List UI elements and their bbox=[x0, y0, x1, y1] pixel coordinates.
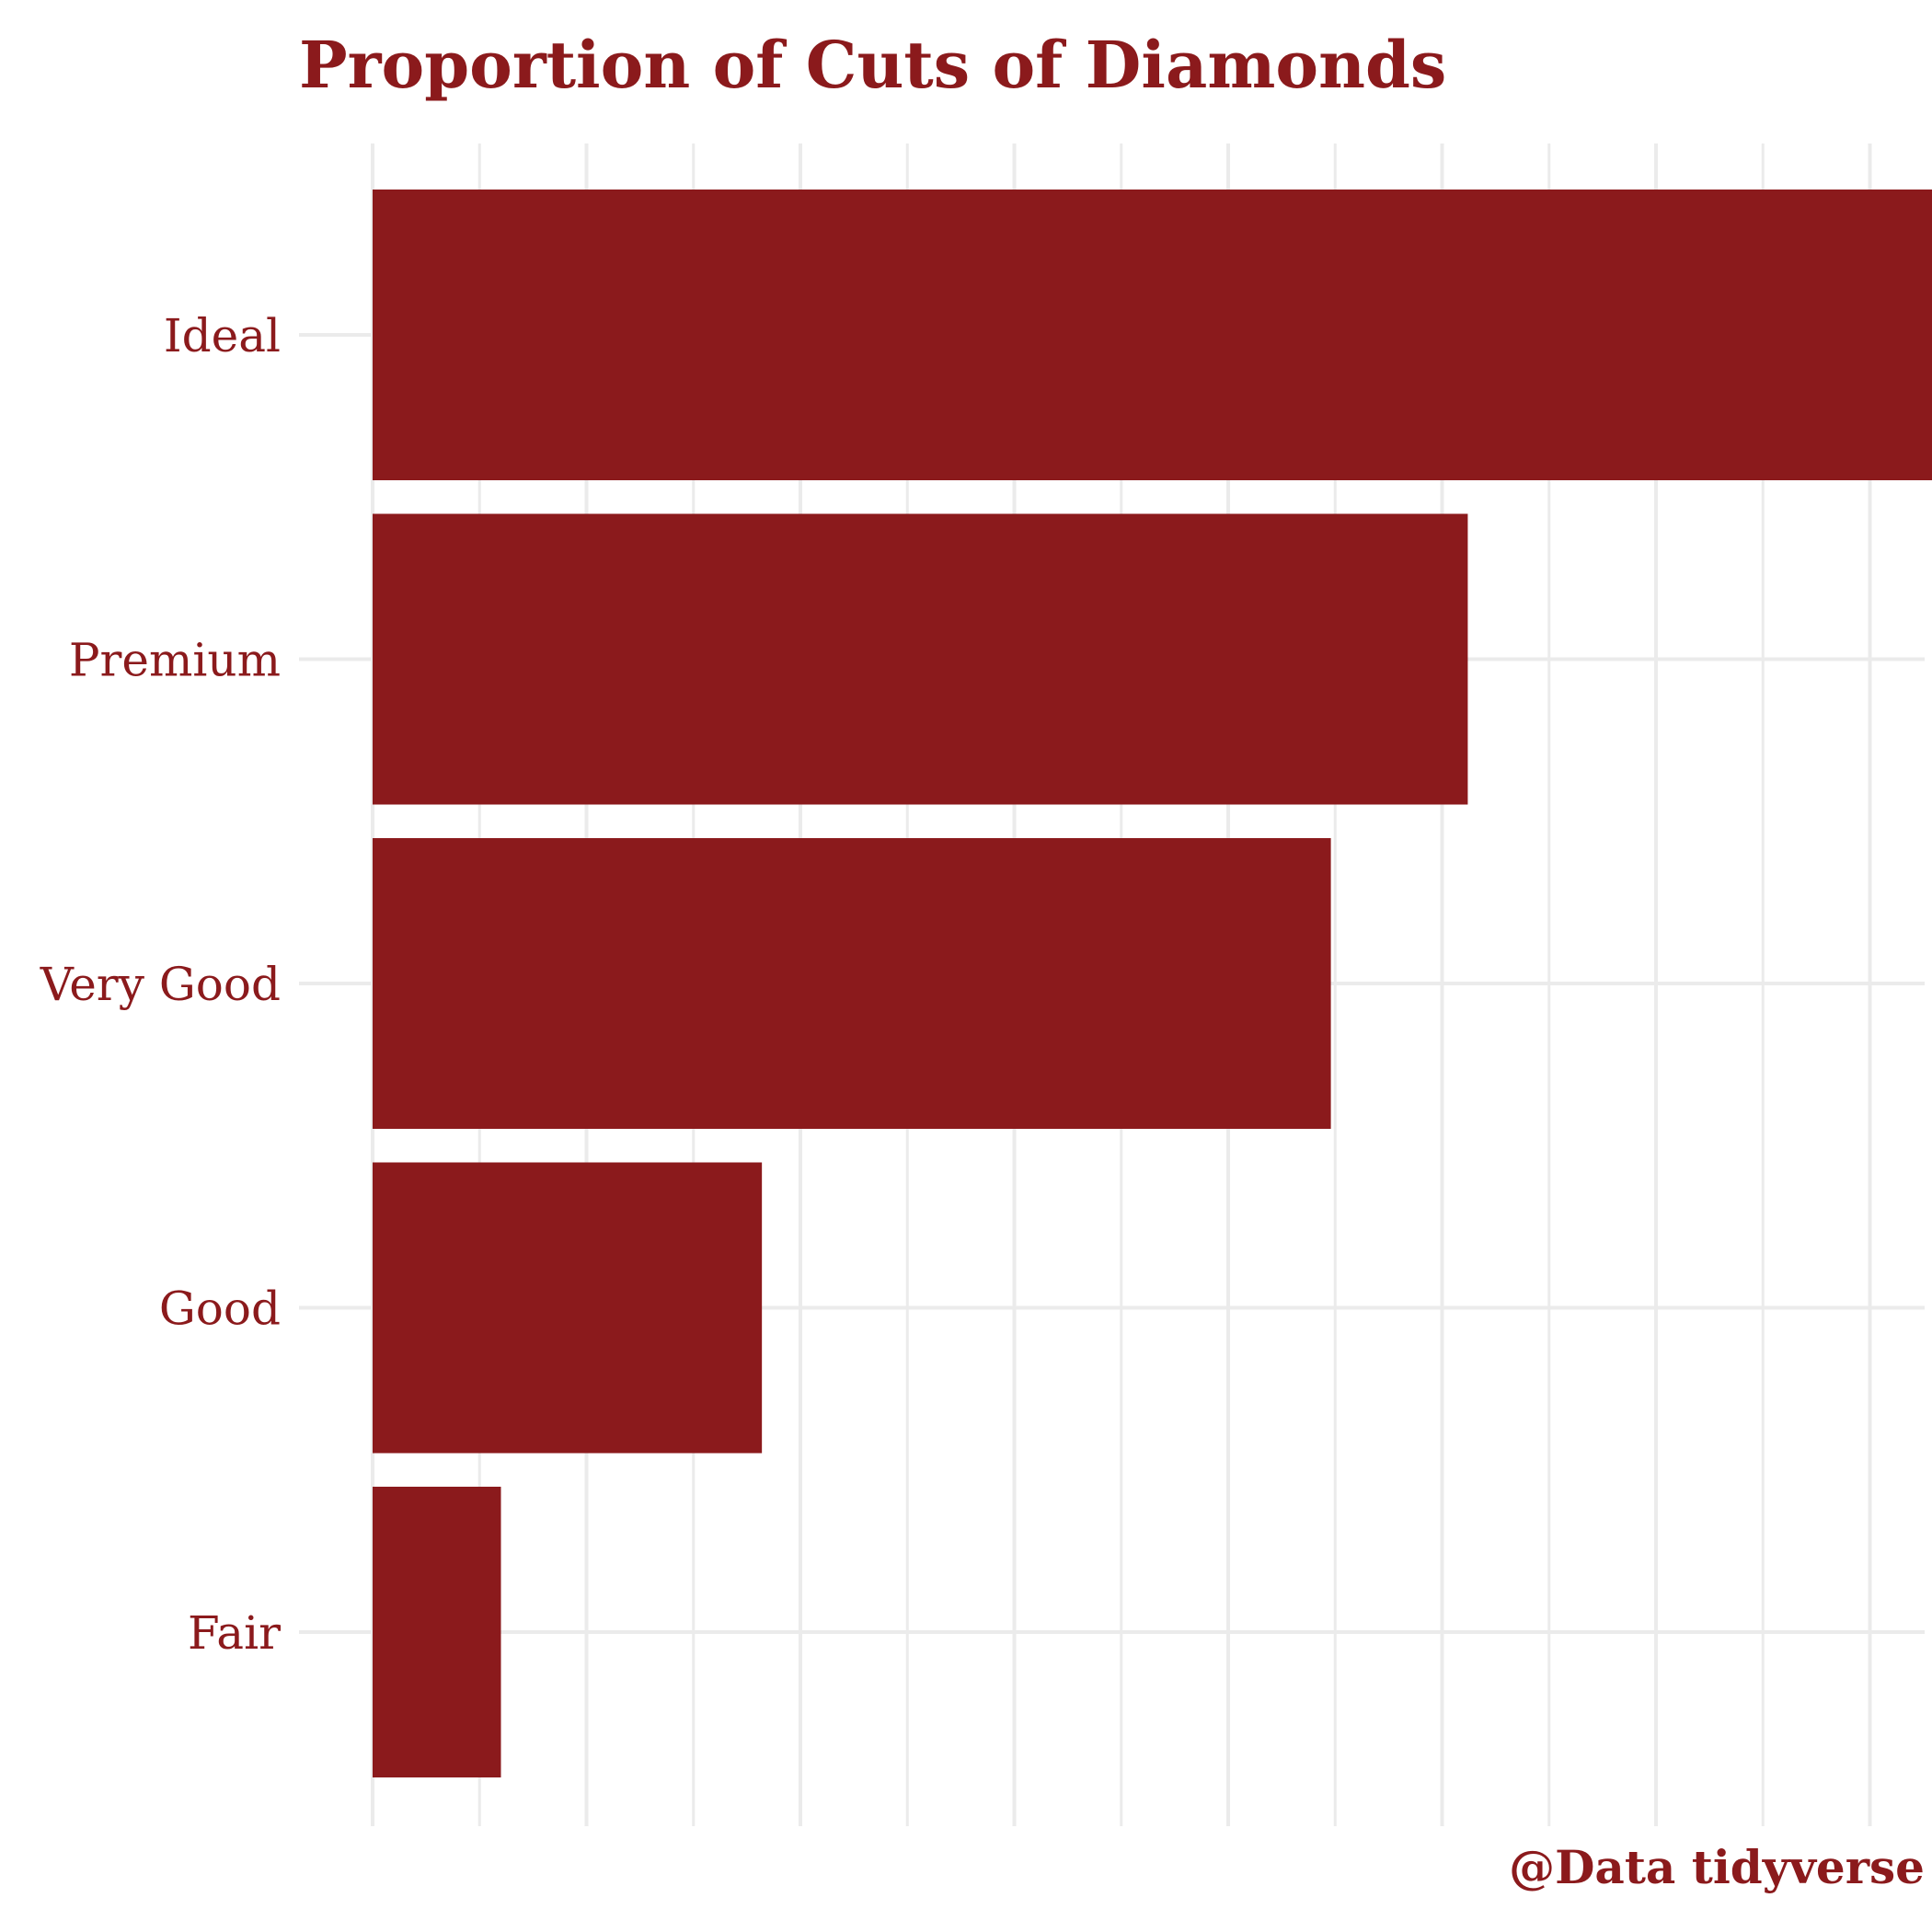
y-tick-label: Ideal bbox=[164, 309, 281, 362]
chart-title: Proportion of Cuts of Diamonds bbox=[299, 27, 1446, 103]
y-tick-label: Premium bbox=[69, 634, 281, 687]
bar-very-good bbox=[373, 838, 1331, 1129]
bar-ideal bbox=[373, 190, 1932, 480]
y-axis-tick-labels: Ideal Premium Very Good Good Fair bbox=[40, 309, 281, 1660]
bar-premium bbox=[373, 513, 1468, 805]
chart-caption: @Data tidyverse bbox=[1509, 1840, 1925, 1894]
y-tick-label: Very Good bbox=[40, 958, 281, 1011]
y-tick-label: Fair bbox=[188, 1606, 281, 1660]
bar-good bbox=[373, 1162, 763, 1454]
bars bbox=[373, 190, 1932, 1777]
bar-fair bbox=[373, 1487, 501, 1777]
y-tick-label: Good bbox=[159, 1282, 281, 1336]
